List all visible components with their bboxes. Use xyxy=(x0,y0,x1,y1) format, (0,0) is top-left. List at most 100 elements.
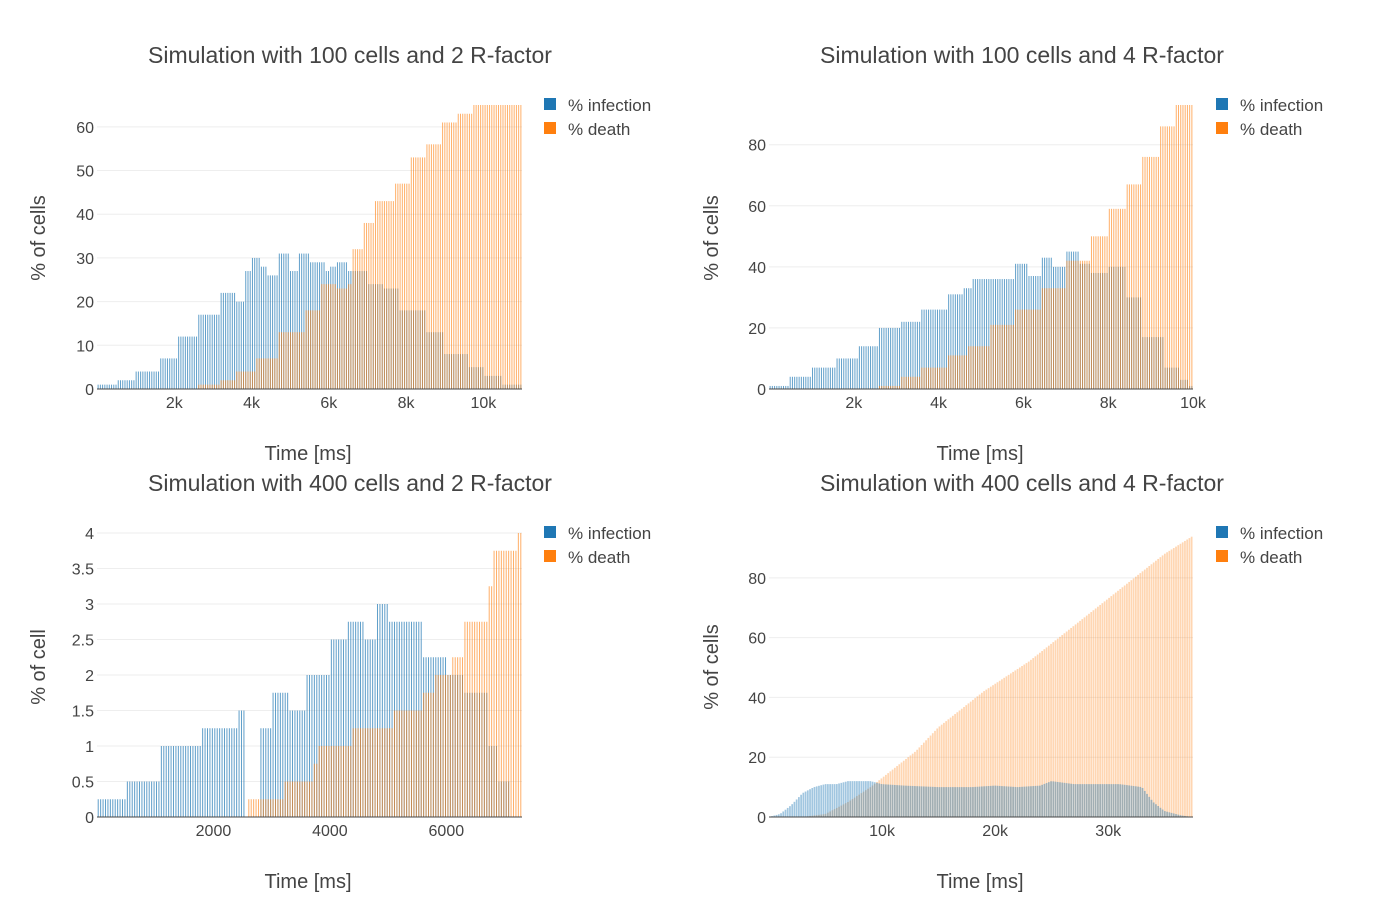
area-stripe xyxy=(802,792,805,817)
bar xyxy=(1082,260,1084,389)
area-stripe xyxy=(902,760,905,817)
bar xyxy=(306,781,308,817)
bar xyxy=(372,728,374,817)
bar xyxy=(1113,208,1115,389)
bar xyxy=(451,122,453,389)
bar xyxy=(198,314,200,389)
area-stripe xyxy=(1088,784,1090,817)
bar xyxy=(970,288,972,389)
bar xyxy=(296,710,298,817)
bar xyxy=(1186,105,1188,389)
legend-label-death[interactable]: % death xyxy=(568,548,630,567)
y-tick-label: 2.5 xyxy=(72,633,94,650)
bar xyxy=(843,358,845,389)
area-stripe xyxy=(864,790,867,817)
bar xyxy=(878,385,880,389)
x-tick-label: 6k xyxy=(320,395,338,412)
bar xyxy=(981,279,983,389)
area-stripe xyxy=(922,742,925,817)
bar xyxy=(312,310,314,389)
x-axis-title: Time [ms] xyxy=(936,443,1023,465)
legend-label-death[interactable]: % death xyxy=(1240,120,1302,139)
bar xyxy=(999,324,1001,389)
area-stripe xyxy=(1010,673,1012,817)
bar xyxy=(1128,184,1130,389)
legend[interactable]: % infection % death xyxy=(544,96,651,139)
bar xyxy=(478,621,481,817)
bar xyxy=(413,710,415,817)
bar xyxy=(1039,309,1041,389)
bar xyxy=(459,113,461,390)
y-axis-title: % of cells xyxy=(701,195,723,281)
legend-label-infection[interactable]: % infection xyxy=(568,524,651,543)
bar xyxy=(274,358,276,389)
legend-label-infection[interactable]: % infection xyxy=(1240,524,1323,543)
area-stripe xyxy=(871,781,874,817)
bar xyxy=(207,314,209,389)
area-stripe xyxy=(1132,578,1135,817)
area-stripe xyxy=(829,784,831,817)
area-stripe xyxy=(898,764,901,817)
bar xyxy=(316,310,318,389)
bar xyxy=(129,781,131,817)
legend-label-death[interactable]: % death xyxy=(568,120,630,139)
area-stripe xyxy=(1052,642,1055,817)
bar xyxy=(997,324,999,389)
legend[interactable]: % infection % death xyxy=(1216,96,1323,139)
bar xyxy=(180,746,182,817)
bar xyxy=(774,385,776,389)
area-stripe xyxy=(1117,590,1119,817)
bar xyxy=(307,310,309,389)
bar xyxy=(1169,126,1171,389)
x-tick-label: 4k xyxy=(243,395,261,412)
bar xyxy=(393,710,396,817)
bar xyxy=(481,621,483,817)
legend[interactable]: % infection % death xyxy=(544,524,651,567)
bar xyxy=(981,346,983,389)
bar xyxy=(175,746,177,817)
bar xyxy=(384,604,386,817)
area-stripe xyxy=(1085,784,1088,817)
bar xyxy=(276,358,278,389)
area-stripe xyxy=(893,784,896,817)
bar xyxy=(464,621,466,817)
legend-label-infection[interactable]: % infection xyxy=(568,96,651,115)
bar xyxy=(341,288,343,389)
area-stripe xyxy=(1023,664,1026,817)
bar xyxy=(511,105,513,389)
legend-label-infection[interactable]: % infection xyxy=(1240,96,1323,115)
bar xyxy=(517,533,519,817)
bar xyxy=(861,346,863,389)
bar xyxy=(112,799,114,817)
bar xyxy=(934,367,936,389)
area-stripe xyxy=(809,789,811,817)
bar xyxy=(362,728,364,817)
y-tick-label: 20 xyxy=(748,750,766,767)
bar xyxy=(469,621,471,817)
x-tick-label: 10k xyxy=(470,395,497,412)
bar xyxy=(245,271,247,389)
area-stripe xyxy=(1105,784,1108,817)
area-stripe xyxy=(1043,783,1046,817)
bar xyxy=(328,746,330,817)
area-stripe xyxy=(911,785,914,817)
area-stripe xyxy=(1148,566,1151,817)
area-stripe xyxy=(1021,666,1023,817)
area-stripe xyxy=(1047,645,1050,817)
bar xyxy=(347,746,349,817)
bar xyxy=(197,746,199,817)
area-stripe xyxy=(1016,668,1019,817)
bar xyxy=(369,728,371,817)
area-stripe xyxy=(1139,786,1142,817)
area-stripe xyxy=(1123,585,1126,817)
area-stripe xyxy=(1126,785,1128,817)
bar xyxy=(213,384,215,389)
legend-label-death[interactable]: % death xyxy=(1240,548,1302,567)
bar xyxy=(160,358,162,389)
bar xyxy=(229,292,231,389)
bar xyxy=(347,621,349,817)
bar xyxy=(182,746,184,817)
bar xyxy=(1144,156,1146,389)
legend[interactable]: % infection % death xyxy=(1216,524,1323,567)
bar xyxy=(258,358,260,389)
